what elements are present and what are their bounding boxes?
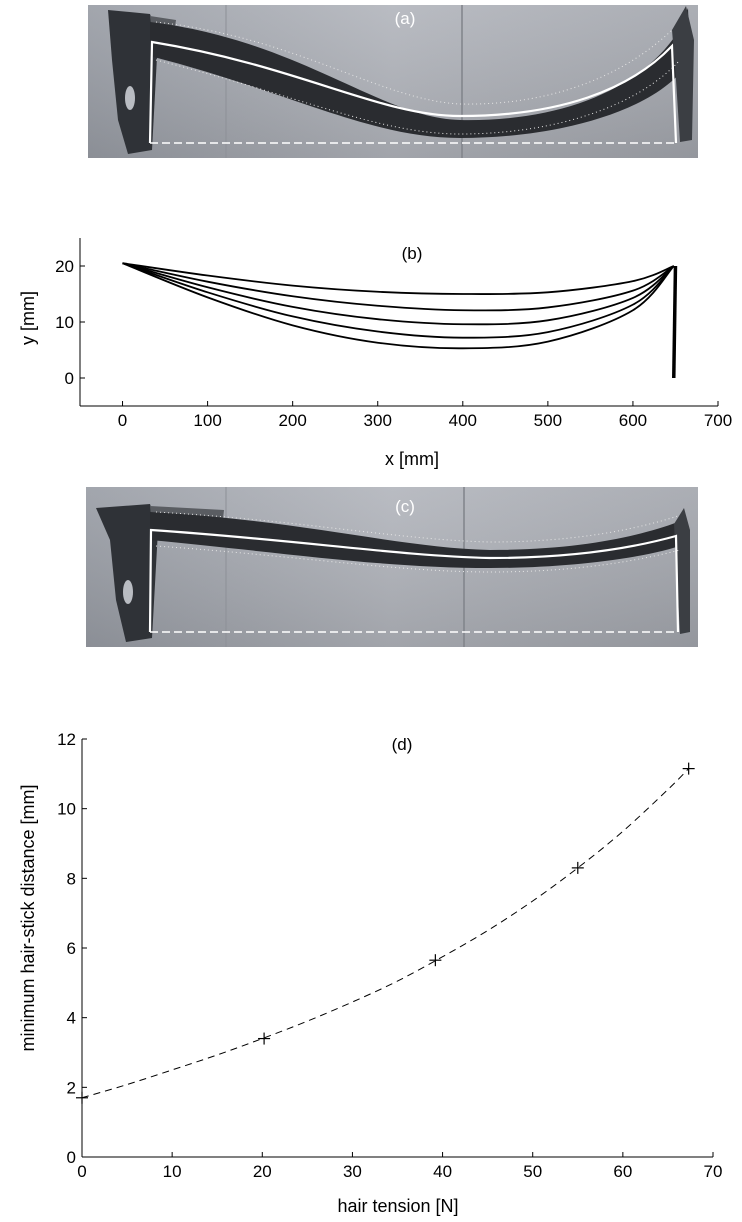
photo-a-frog-eye (125, 86, 135, 110)
y-tick-label: 0 (67, 1148, 76, 1167)
chart-b-title: (b) (402, 244, 423, 263)
x-tick-label: 70 (704, 1162, 723, 1181)
photo-c-stick (150, 510, 686, 568)
y-tick-label: 20 (55, 257, 74, 276)
chart-b-x-ticks: 0 100 200 300 400 500 600 700 (118, 401, 732, 430)
photo-c-stick-outline (155, 511, 681, 573)
x-tick-label: 700 (704, 411, 732, 430)
chart-b-series-group (122, 262, 678, 379)
deflection-curve-3 (122, 262, 675, 326)
photo-c-stick-overlay (148, 528, 680, 633)
fit-curve (81, 768, 690, 1099)
chart-d-points-group (76, 762, 695, 1104)
x-tick-label: 30 (343, 1162, 362, 1181)
y-tick-label: 10 (55, 313, 74, 332)
x-tick-label: 300 (364, 411, 392, 430)
deflection-curve-4 (122, 262, 675, 339)
data-point (571, 861, 584, 874)
photo-a-stick-overlay (148, 40, 678, 144)
chart-d-y-ticks: 0 2 4 6 8 10 12 (57, 730, 87, 1167)
chart-b-y-ticks: 0 10 20 (55, 257, 85, 388)
photo-c-frog (96, 504, 158, 642)
photo-a-frog (108, 10, 158, 154)
x-tick-label: 100 (193, 411, 221, 430)
photo-a-tip (672, 6, 694, 142)
x-tick-label: 20 (253, 1162, 272, 1181)
y-tick-label: 12 (57, 730, 76, 749)
photo-a-stick (150, 8, 690, 138)
x-tick-label: 600 (619, 411, 647, 430)
chart-d-xlabel: hair tension [N] (337, 1196, 458, 1216)
x-tick-label: 500 (534, 411, 562, 430)
x-tick-label: 0 (118, 411, 127, 430)
x-tick-label: 40 (433, 1162, 452, 1181)
deflection-curve-2 (122, 262, 675, 312)
data-point (76, 1091, 88, 1104)
chart-d-axes (81, 739, 713, 1158)
chart-d-ylabel: minimum hair-stick distance [mm] (18, 784, 38, 1051)
y-tick-label: 0 (65, 369, 74, 388)
x-tick-label: 400 (449, 411, 477, 430)
deflection-curve-1 (122, 262, 675, 295)
panel-c-label: (c) (395, 497, 415, 516)
x-tick-label: 50 (523, 1162, 542, 1181)
x-tick-label: 200 (278, 411, 306, 430)
panel-a-label: (a) (395, 9, 416, 28)
y-tick-label: 2 (67, 1078, 76, 1097)
photo-panel-c: (c) (86, 487, 698, 647)
chart-d-title: (d) (392, 735, 413, 754)
chart-b-ylabel: y [mm] (18, 291, 38, 345)
y-tick-label: 6 (67, 939, 76, 958)
chart-d-fit-group (81, 768, 690, 1099)
photo-a-stick-outline (155, 21, 681, 135)
data-point (682, 762, 695, 775)
y-tick-label: 4 (67, 1009, 76, 1028)
x-tick-label: 10 (163, 1162, 182, 1181)
chart-d-x-ticks: 0 10 20 30 40 50 60 70 (77, 1152, 722, 1181)
x-tick-label: 0 (77, 1162, 86, 1181)
deflection-curve-5 (122, 262, 675, 350)
photo-c-frog-eye (123, 580, 133, 604)
frog-segment (672, 265, 678, 379)
data-point (429, 954, 442, 967)
y-tick-label: 8 (67, 869, 76, 888)
chart-d: (d) 0 10 20 30 40 50 60 70 0 2 4 6 8 10 12 hair tensi… (18, 730, 722, 1216)
y-tick-label: 10 (57, 800, 76, 819)
photo-panel-a: (a) (88, 5, 698, 158)
chart-b-xlabel: x [mm] (385, 449, 439, 469)
data-point (258, 1032, 271, 1045)
x-tick-label: 60 (613, 1162, 632, 1181)
photo-c-tip (674, 508, 690, 634)
